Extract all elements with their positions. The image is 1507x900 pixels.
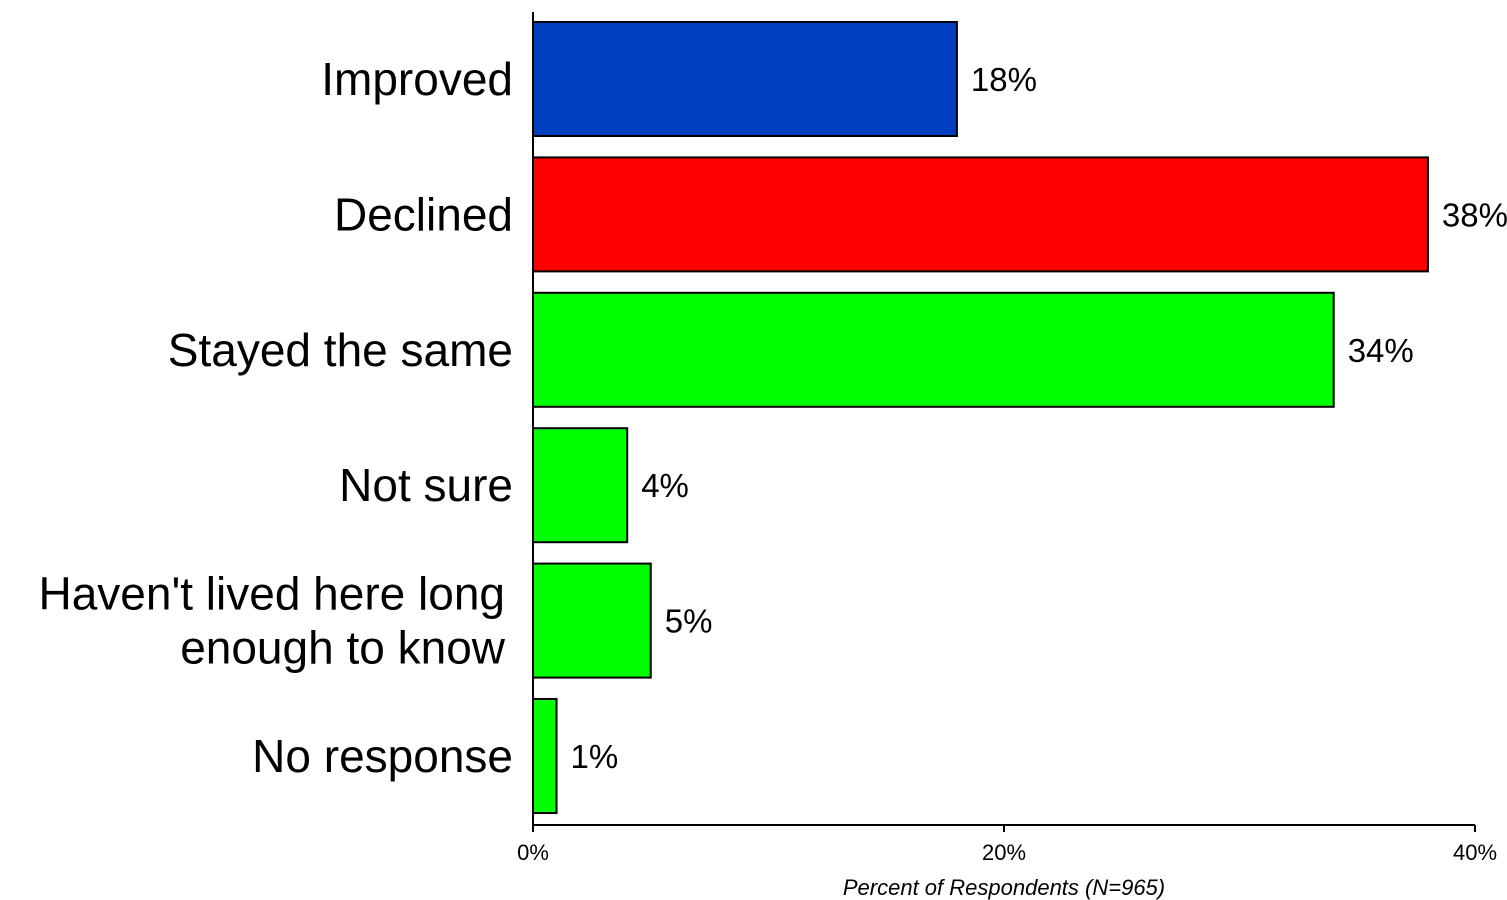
data-label-3: 4% bbox=[641, 467, 689, 504]
category-label-4-line-0: Haven't lived here long bbox=[38, 568, 505, 620]
x-axis-title: Percent of Respondents (N=965) bbox=[843, 875, 1165, 900]
bar-1 bbox=[532, 156, 1429, 273]
bar-2 bbox=[532, 291, 1335, 408]
data-label-5: 1% bbox=[571, 738, 619, 775]
bar-5 bbox=[532, 698, 558, 814]
category-label-1: Declined bbox=[334, 188, 513, 240]
x-tick-label-1: 20% bbox=[982, 840, 1026, 865]
axes-layer: 0% 20% 40% bbox=[517, 12, 1497, 865]
category-label-2: Stayed the same bbox=[168, 324, 513, 376]
labels-layer: 18% Improved 38% Declined 34% Stayed the same… bbox=[38, 53, 1507, 782]
bar-4 bbox=[532, 562, 652, 679]
category-label-3: Not sure bbox=[339, 459, 513, 511]
x-tick-label-0: 0% bbox=[517, 840, 549, 865]
data-label-0: 18% bbox=[971, 61, 1037, 98]
data-label-1: 38% bbox=[1442, 196, 1507, 233]
x-tick-label-2: 40% bbox=[1453, 840, 1497, 865]
data-label-2: 34% bbox=[1348, 332, 1414, 369]
category-label-5: No response bbox=[252, 730, 513, 782]
bar-3 bbox=[532, 427, 629, 544]
data-label-4: 5% bbox=[665, 603, 713, 640]
bar-0 bbox=[532, 21, 958, 137]
category-label-4-line-1: enough to know bbox=[180, 622, 506, 674]
category-label-0: Improved bbox=[321, 53, 513, 105]
bars-layer bbox=[532, 21, 1429, 814]
